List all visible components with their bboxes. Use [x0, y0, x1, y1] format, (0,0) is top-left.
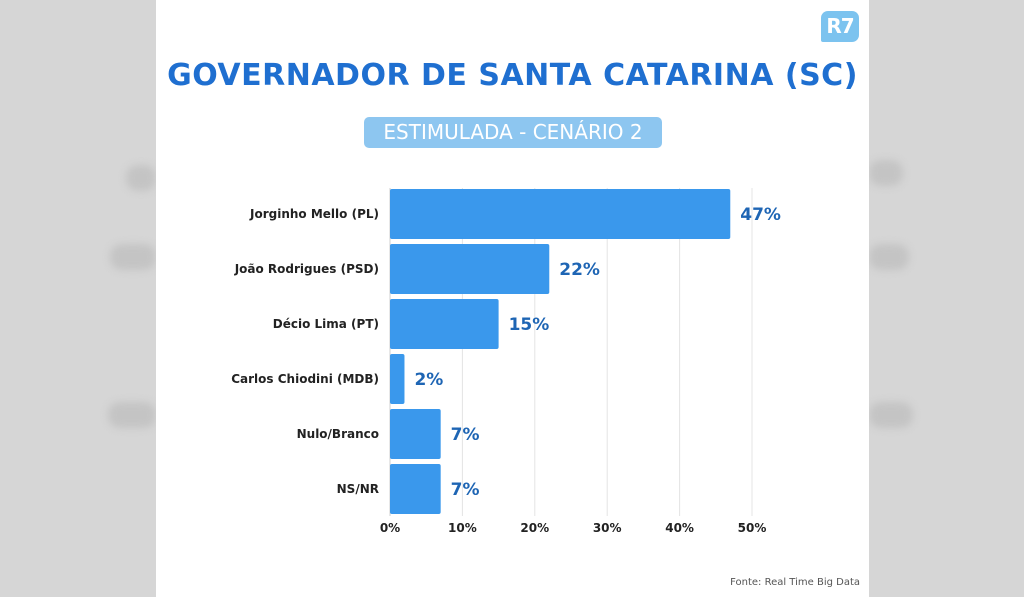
x-tick-label: 40% — [665, 521, 694, 535]
x-tick-label: 30% — [593, 521, 622, 535]
x-tick-label: 50% — [738, 521, 767, 535]
x-tick-label: 10% — [448, 521, 477, 535]
value-label: 22% — [559, 260, 600, 280]
value-label: 7% — [451, 425, 480, 445]
category-label: NS/NR — [337, 482, 379, 496]
chart-title: GOVERNADOR DE SANTA CATARINA (SC) — [167, 58, 858, 93]
r7-logo-icon: R7 — [821, 11, 859, 42]
category-label: Jorginho Mello (PL) — [249, 207, 379, 221]
chart-labels: 0% 10% 20% 30% 40% 50% Jorginho Mello (PL) 47% J… — [231, 205, 781, 535]
value-label: 2% — [414, 370, 443, 390]
bar — [390, 299, 499, 349]
bar — [390, 464, 441, 514]
bar — [390, 409, 441, 459]
infographic-card: R7 GOVERNADOR DE SANTA CATARINA (SC) EST… — [156, 0, 869, 597]
value-label: 47% — [740, 205, 781, 225]
category-label: Décio Lima (PT) — [273, 317, 379, 331]
bar — [390, 244, 550, 294]
right-blurred-margin — [869, 0, 1024, 597]
category-label: Nulo/Branco — [297, 427, 379, 441]
category-label: João Rodrigues (PSD) — [234, 262, 379, 276]
bar — [390, 354, 405, 404]
value-label: 15% — [509, 315, 550, 335]
value-label: 7% — [451, 480, 480, 500]
bar — [390, 189, 731, 239]
left-blurred-margin — [0, 0, 156, 597]
source-note: Fonte: Real Time Big Data — [730, 577, 860, 588]
chart-grid — [389, 188, 753, 516]
bar-chart: 0% 10% 20% 30% 40% 50% Jorginho Mello (PL) 47% J… — [231, 188, 781, 535]
x-tick-label: 0% — [380, 521, 400, 535]
chart-bars — [390, 189, 731, 514]
scenario-badge: ESTIMULADA - CENÁRIO 2 — [364, 117, 662, 148]
x-tick-label: 20% — [520, 521, 549, 535]
category-label: Carlos Chiodini (MDB) — [231, 372, 379, 386]
